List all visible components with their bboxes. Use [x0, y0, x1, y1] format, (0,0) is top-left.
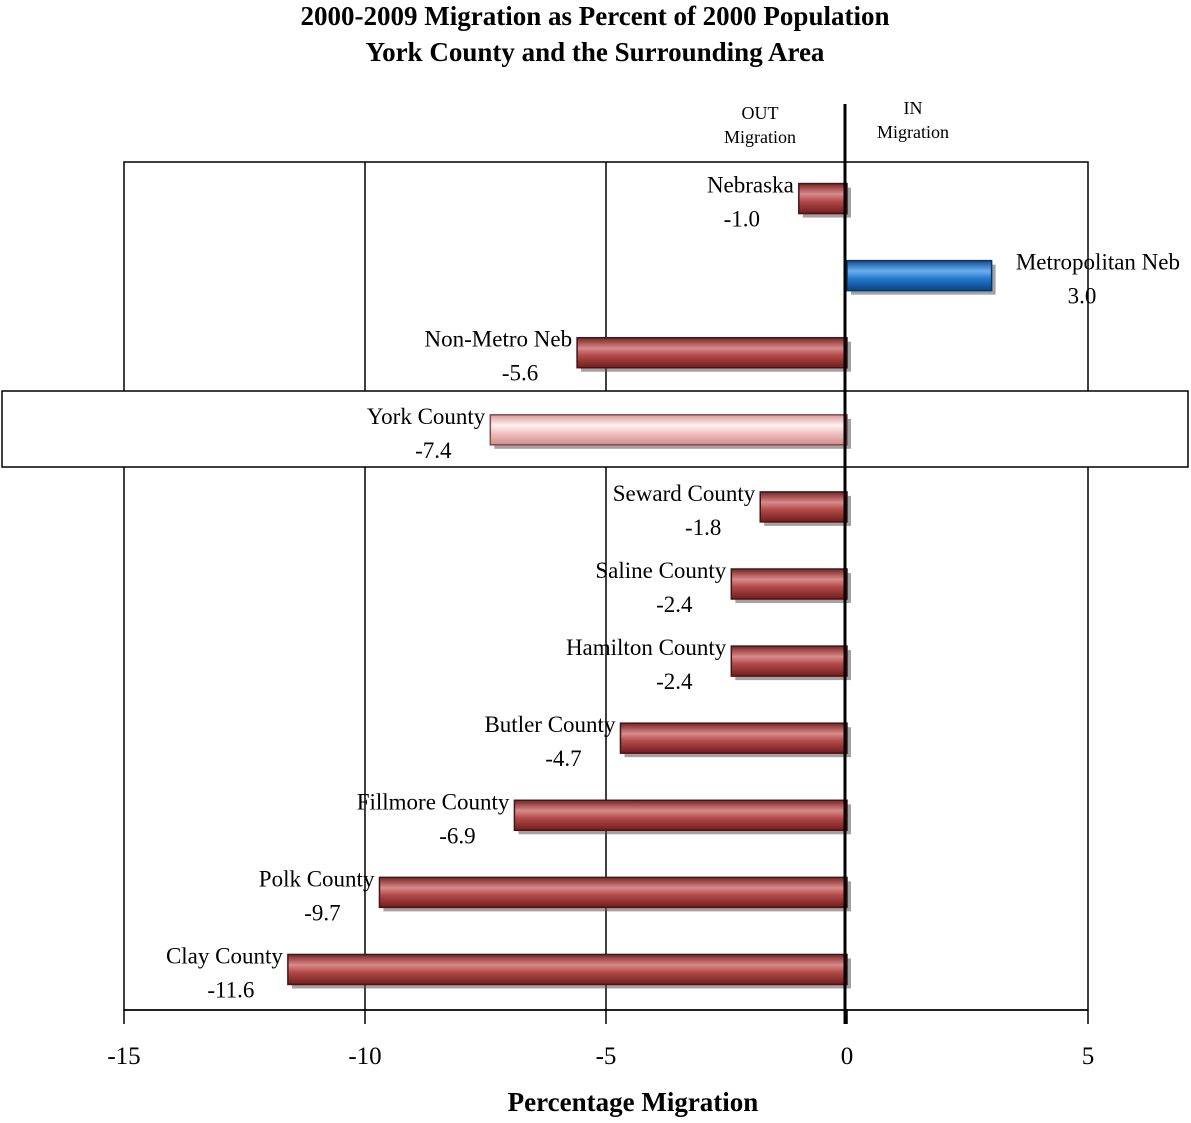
- x-axis-title: Percentage Migration: [508, 1087, 759, 1117]
- chart-subtitle: York County and the Surrounding Area: [366, 37, 825, 67]
- category-label-seward-county: Seward County: [613, 481, 756, 506]
- value-label-nebraska: -1.0: [724, 207, 760, 232]
- value-label-butler-county: -4.7: [545, 746, 581, 771]
- bar-seward-county: [760, 492, 847, 522]
- category-label-hamilton-county: Hamilton County: [566, 635, 727, 660]
- value-label-hamilton-county: -2.4: [656, 669, 693, 694]
- value-label-metropolitan-neb: 3.0: [1068, 284, 1097, 309]
- category-label-butler-county: Butler County: [484, 712, 615, 737]
- x-axis-ticks: -15 -10 -5 0 5: [107, 1010, 1094, 1070]
- out-migration-label-line1: OUT: [742, 103, 779, 123]
- category-label-polk-county: Polk County: [259, 866, 375, 891]
- bar-butler-county: [620, 723, 847, 753]
- value-label-seward-county: -1.8: [685, 515, 721, 540]
- value-label-fillmore-county: -6.9: [439, 823, 475, 848]
- category-label-non-metro-neb: Non-Metro Neb: [425, 327, 573, 352]
- in-migration-label-line1: IN: [904, 98, 923, 118]
- bar-nebraska: [799, 184, 847, 214]
- tick-label-15: -15: [107, 1043, 140, 1070]
- bar-fillmore-county: [514, 800, 847, 830]
- bars: [288, 184, 996, 989]
- value-label-polk-county: -9.7: [304, 900, 340, 925]
- bar-non-metro-neb: [577, 338, 847, 368]
- bar-clay-county: [288, 954, 847, 984]
- tick-label-5: 5: [1082, 1043, 1095, 1070]
- tick-label-0: 0: [841, 1043, 854, 1070]
- bar-polk-county: [379, 877, 847, 907]
- out-migration-label-line2: Migration: [724, 127, 796, 147]
- tick-label-5: -5: [596, 1043, 617, 1070]
- category-label-clay-county: Clay County: [166, 943, 283, 968]
- value-label-non-metro-neb: -5.6: [502, 361, 538, 386]
- value-label-clay-county: -11.6: [207, 977, 254, 1002]
- bar-hamilton-county: [731, 646, 847, 676]
- category-label-fillmore-county: Fillmore County: [357, 789, 510, 814]
- chart-title: 2000-2009 Migration as Percent of 2000 P…: [301, 1, 890, 31]
- category-label-nebraska: Nebraska: [707, 173, 794, 198]
- value-label-saline-county: -2.4: [656, 592, 693, 617]
- category-label-metropolitan-neb: Metropolitan Neb: [1016, 250, 1180, 275]
- in-migration-label-line2: Migration: [877, 122, 949, 142]
- bar-york-county: [490, 415, 847, 445]
- bar-saline-county: [731, 569, 847, 599]
- category-label-saline-county: Saline County: [595, 558, 726, 583]
- category-label-york-county: York County: [367, 404, 486, 429]
- bar-metropolitan-neb: [847, 261, 992, 291]
- tick-label-10: -10: [348, 1043, 381, 1070]
- value-label-york-county: -7.4: [415, 438, 452, 463]
